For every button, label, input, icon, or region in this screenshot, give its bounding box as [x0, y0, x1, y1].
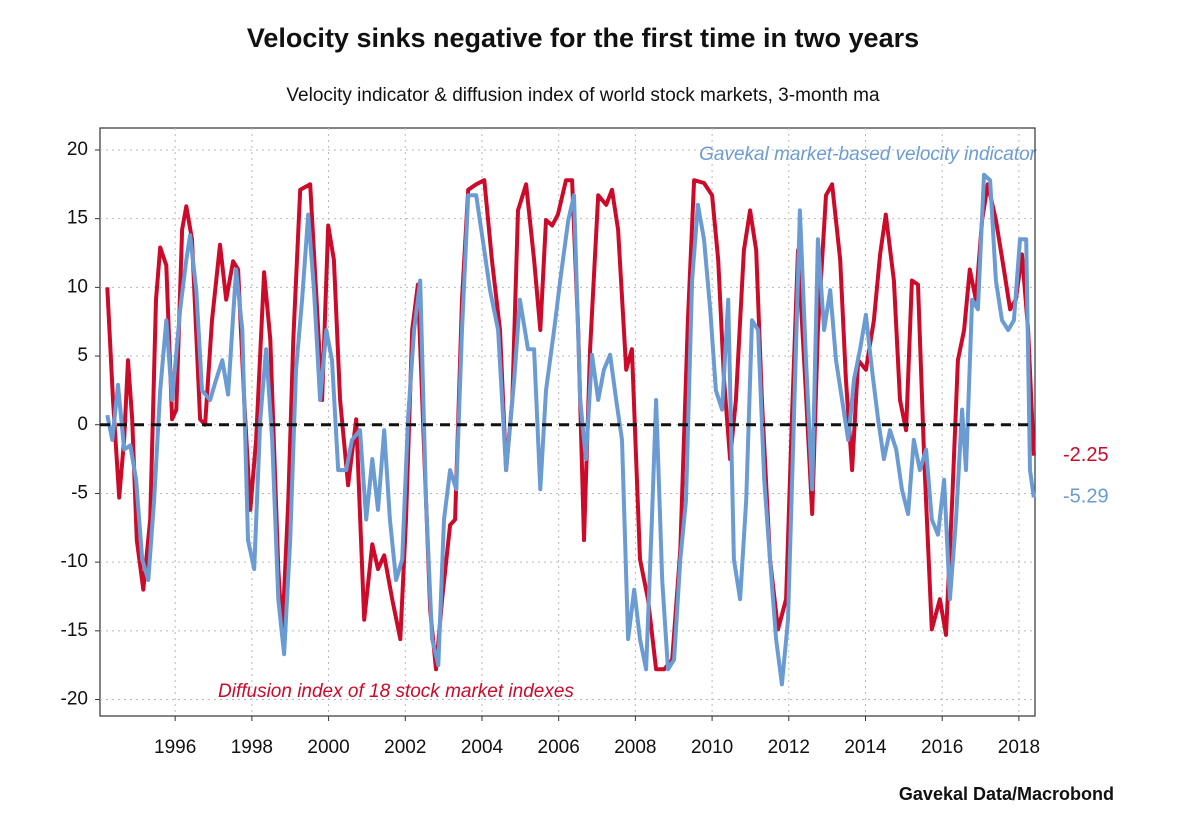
- x-tick-label: 1996: [154, 737, 196, 758]
- x-tick-label: 2008: [614, 737, 656, 758]
- plot-frame: [99, 127, 1036, 717]
- y-tick-label: -20: [61, 689, 88, 710]
- chart-title: Velocity sinks negative for the first ti…: [247, 23, 919, 53]
- y-tick-label: 0: [77, 414, 88, 435]
- end-label: -5.29: [1063, 486, 1109, 508]
- x-tick-label: 2016: [921, 737, 963, 758]
- series-line: [105, 172, 1036, 687]
- chart-subtitle: Velocity indicator & diffusion index of …: [286, 85, 880, 106]
- y-tick-label: 20: [67, 139, 88, 160]
- end-label: -2.25: [1063, 444, 1109, 466]
- annotation: Diffusion index of 18 stock market index…: [218, 681, 574, 702]
- x-tick-label: 2014: [844, 737, 887, 758]
- source: Gavekal Data/Macrobond: [899, 784, 1114, 804]
- y-tick-label: 15: [67, 208, 88, 229]
- x-tick-label: 2000: [307, 737, 349, 758]
- x-tick-label: 2006: [538, 737, 580, 758]
- annotation: Gavekal market-based velocity indicator: [699, 144, 1037, 165]
- x-tick-label: 1998: [231, 737, 273, 758]
- y-tick-label: 10: [67, 276, 88, 297]
- x-tick-label: 2002: [384, 737, 426, 758]
- y-tick-label: -15: [61, 620, 88, 641]
- x-tick-label: 2010: [691, 737, 733, 758]
- x-tick-label: 2012: [768, 737, 810, 758]
- y-tick-label: 5: [77, 345, 88, 366]
- y-tick-label: -10: [61, 551, 88, 572]
- y-tick-label: -5: [71, 482, 88, 503]
- x-tick-label: 2018: [998, 737, 1040, 758]
- x-tick-label: 2004: [461, 737, 504, 758]
